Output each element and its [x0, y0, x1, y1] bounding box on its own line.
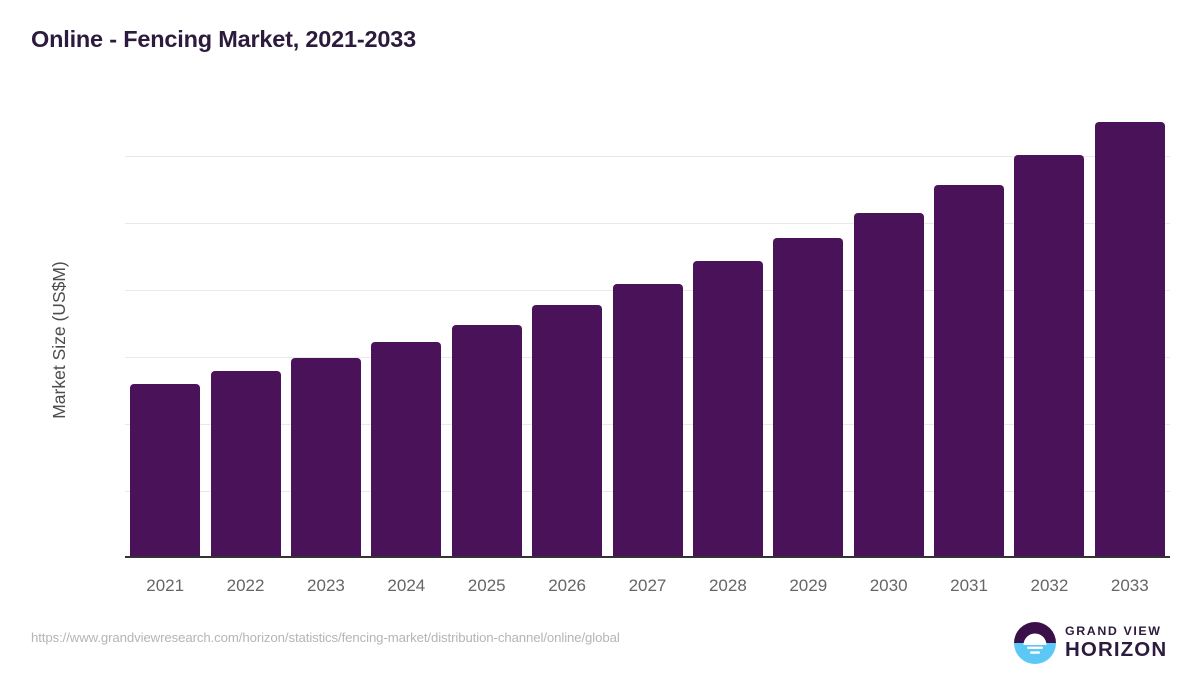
bar[interactable] — [612, 283, 683, 558]
logo-wordmark: GRAND VIEW HORIZON — [1065, 624, 1167, 661]
x-axis-tick-label: 2028 — [708, 576, 747, 595]
brand-logo[interactable]: GRAND VIEW HORIZON — [1013, 618, 1173, 668]
x-axis-tick-label: 2027 — [628, 576, 667, 595]
source-url[interactable]: https://www.grandviewresearch.com/horizo… — [31, 630, 620, 645]
bar[interactable] — [853, 212, 924, 558]
x-axis-line — [125, 556, 1170, 558]
bar[interactable] — [371, 342, 442, 558]
x-axis-tick-label: 2031 — [950, 576, 988, 595]
bar[interactable] — [773, 238, 844, 558]
x-axis-tick-label: 2029 — [789, 576, 828, 595]
x-axis-tick-label: 2022 — [226, 576, 265, 595]
grand-view-horizon-logo-mark-icon — [1014, 622, 1056, 664]
y-axis-title: Market Size (US$M) — [49, 261, 69, 419]
x-axis-tick-label: 2024 — [387, 576, 426, 595]
gridline — [125, 155, 1170, 157]
logo-text-top: GRAND VIEW — [1065, 624, 1162, 638]
bar[interactable] — [1014, 154, 1085, 558]
bar[interactable] — [934, 184, 1005, 558]
x-axis-tick-label: 2026 — [548, 576, 587, 595]
x-axis-tick-label: 2033 — [1110, 576, 1149, 595]
bar[interactable] — [290, 357, 361, 558]
gridline — [125, 222, 1170, 224]
bar[interactable] — [451, 324, 522, 558]
x-axis-tick-label: 2021 — [146, 576, 185, 595]
x-axis-tick-label: 2025 — [467, 576, 506, 595]
x-axis-tick-label: 2023 — [307, 576, 345, 595]
bar[interactable] — [692, 261, 763, 558]
page-title: Online - Fencing Market, 2021-2033 — [31, 26, 417, 52]
x-axis-tick-label: 2030 — [869, 576, 908, 595]
bar[interactable] — [210, 370, 281, 558]
bar[interactable] — [130, 383, 201, 558]
bar[interactable] — [1094, 122, 1165, 558]
x-axis-tick-label: 2032 — [1030, 576, 1069, 595]
logo-text-bottom: HORIZON — [1065, 638, 1168, 661]
bar[interactable] — [532, 304, 603, 558]
plot-area: 02.5k5k7.5k10k12.5k15k 20212022202320242… — [125, 110, 1170, 595]
